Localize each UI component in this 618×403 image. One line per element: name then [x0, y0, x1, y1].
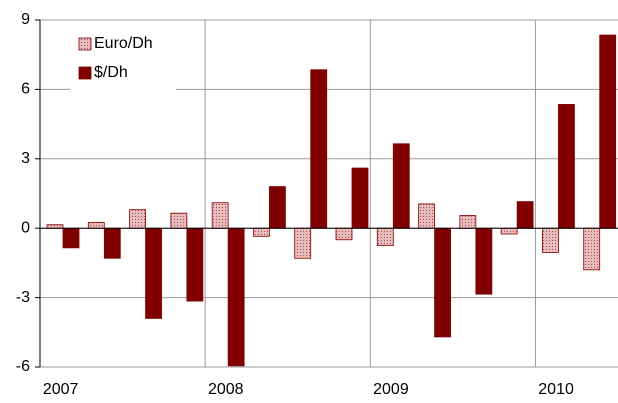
- legend-label: $/Dh: [94, 64, 128, 81]
- bar: [269, 186, 286, 229]
- bar: [583, 227, 601, 271]
- bar: [253, 227, 270, 237]
- bar: [186, 227, 204, 302]
- bar: [558, 104, 575, 229]
- y-tick-label: 0: [21, 219, 30, 236]
- bar: [87, 222, 105, 229]
- bar: [335, 227, 353, 241]
- bar: [434, 227, 451, 338]
- bar: [310, 69, 328, 229]
- bar: [129, 209, 146, 229]
- legend-swatch: [78, 66, 92, 80]
- bar: [145, 227, 162, 319]
- bar: [500, 227, 518, 235]
- bar: [227, 227, 245, 367]
- bar: [103, 227, 121, 259]
- bar: [46, 224, 64, 229]
- y-tick-label: -6: [16, 358, 30, 375]
- bar: [376, 227, 394, 246]
- legend-swatch: [78, 37, 92, 51]
- x-tick-label: 2008: [208, 381, 244, 398]
- y-tick-label: 3: [21, 150, 30, 167]
- x-tick-label: 2009: [373, 381, 409, 398]
- bar: [599, 34, 617, 229]
- bar: [516, 201, 534, 229]
- x-tick-label: 2007: [43, 381, 79, 398]
- bar: [459, 215, 477, 229]
- bar: [170, 212, 188, 229]
- bar: [418, 203, 435, 229]
- x-tick-label: 2010: [538, 381, 574, 398]
- bar: [475, 227, 493, 295]
- bar: [392, 143, 410, 229]
- bar: [62, 227, 80, 249]
- bar: [542, 227, 559, 253]
- y-tick-label: 9: [21, 11, 30, 28]
- y-tick-label: -3: [16, 289, 30, 306]
- bar: [351, 167, 369, 229]
- legend-label: Euro/Dh: [94, 35, 153, 52]
- y-tick-label: 6: [21, 81, 30, 98]
- bar: [211, 202, 229, 229]
- bar: [294, 227, 312, 259]
